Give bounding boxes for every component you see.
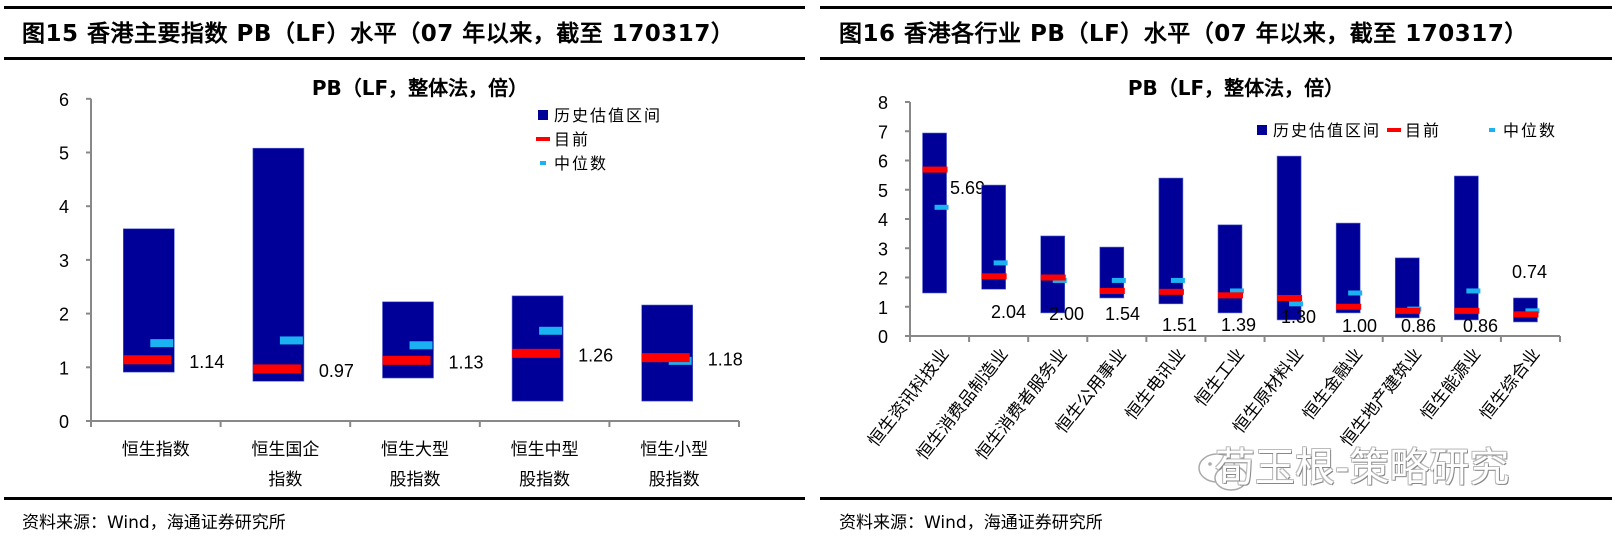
current-marker — [252, 364, 301, 374]
category-label: 恒生国企 — [251, 440, 319, 460]
data-label: 1.26 — [578, 345, 613, 365]
category-label: 恒生指数 — [122, 440, 190, 460]
chart-title: PB（LF，整体法，倍） — [312, 76, 528, 100]
range-bar — [382, 301, 434, 379]
data-label: 1.14 — [189, 352, 224, 372]
legend-label: 历史估值区间 — [554, 106, 662, 125]
category-label: 股指数 — [390, 470, 441, 490]
watermark: 荀玉根-策略研究 — [1215, 445, 1510, 491]
y-tick-label: 6 — [59, 90, 69, 110]
top-rule — [820, 6, 1612, 9]
category-label: 股指数 — [649, 470, 700, 490]
legend-label: 目前 — [554, 130, 590, 149]
category-label: 恒生大型 — [381, 440, 449, 460]
current-marker — [123, 355, 172, 365]
y-tick-label: 3 — [59, 251, 69, 271]
range-bar — [511, 295, 564, 402]
category-label: 股指数 — [519, 470, 570, 490]
data-label: 1.13 — [449, 352, 484, 372]
figure-15-panel: 图15 香港主要指数 PB（LF）水平（07 年以来，截至 170317） PB… — [0, 0, 805, 545]
title-rule — [820, 57, 1612, 60]
bottom-rule — [4, 497, 805, 500]
top-rule — [4, 6, 805, 9]
y-tick-label: 4 — [59, 197, 69, 217]
legend-label: 中位数 — [554, 154, 608, 173]
range-bar — [641, 304, 694, 402]
y-tick-label: 1 — [59, 358, 69, 378]
figure-16-title: 图16 香港各行业 PB（LF）水平（07 年以来，截至 170317） — [839, 21, 1528, 47]
category-label: 指数 — [268, 470, 302, 490]
data-label: 0.97 — [319, 361, 354, 381]
median-marker — [409, 341, 433, 350]
wechat-icon — [1198, 453, 1248, 491]
y-tick-label: 2 — [59, 305, 69, 325]
category-label: 恒生中型 — [511, 440, 579, 460]
source-note: 资料来源：Wind，海通证券研究所 — [22, 513, 286, 533]
legend-swatch-median — [540, 161, 546, 165]
current-marker — [382, 355, 431, 365]
category-label: 恒生小型 — [640, 440, 708, 460]
median-marker — [279, 336, 303, 345]
median-marker — [150, 339, 174, 348]
source-note: 资料来源：Wind，海通证券研究所 — [839, 513, 1103, 533]
median-marker — [539, 326, 563, 335]
figure-15-title: 图15 香港主要指数 PB（LF）水平（07 年以来，截至 170317） — [22, 21, 735, 47]
legend-swatch-range — [538, 110, 548, 120]
bottom-rule — [820, 497, 1612, 500]
current-marker — [641, 353, 690, 363]
current-marker — [512, 348, 561, 358]
legend-swatch-current — [536, 137, 550, 141]
data-label: 1.18 — [708, 350, 743, 370]
range-bar — [123, 228, 175, 373]
y-tick-label: 0 — [59, 412, 69, 432]
figure-16-panel: 图16 香港各行业 PB（LF）水平（07 年以来，截至 170317） 资料来… — [815, 0, 1612, 545]
y-tick-label: 5 — [59, 144, 69, 164]
range-bar — [252, 147, 305, 382]
title-rule — [4, 57, 805, 60]
